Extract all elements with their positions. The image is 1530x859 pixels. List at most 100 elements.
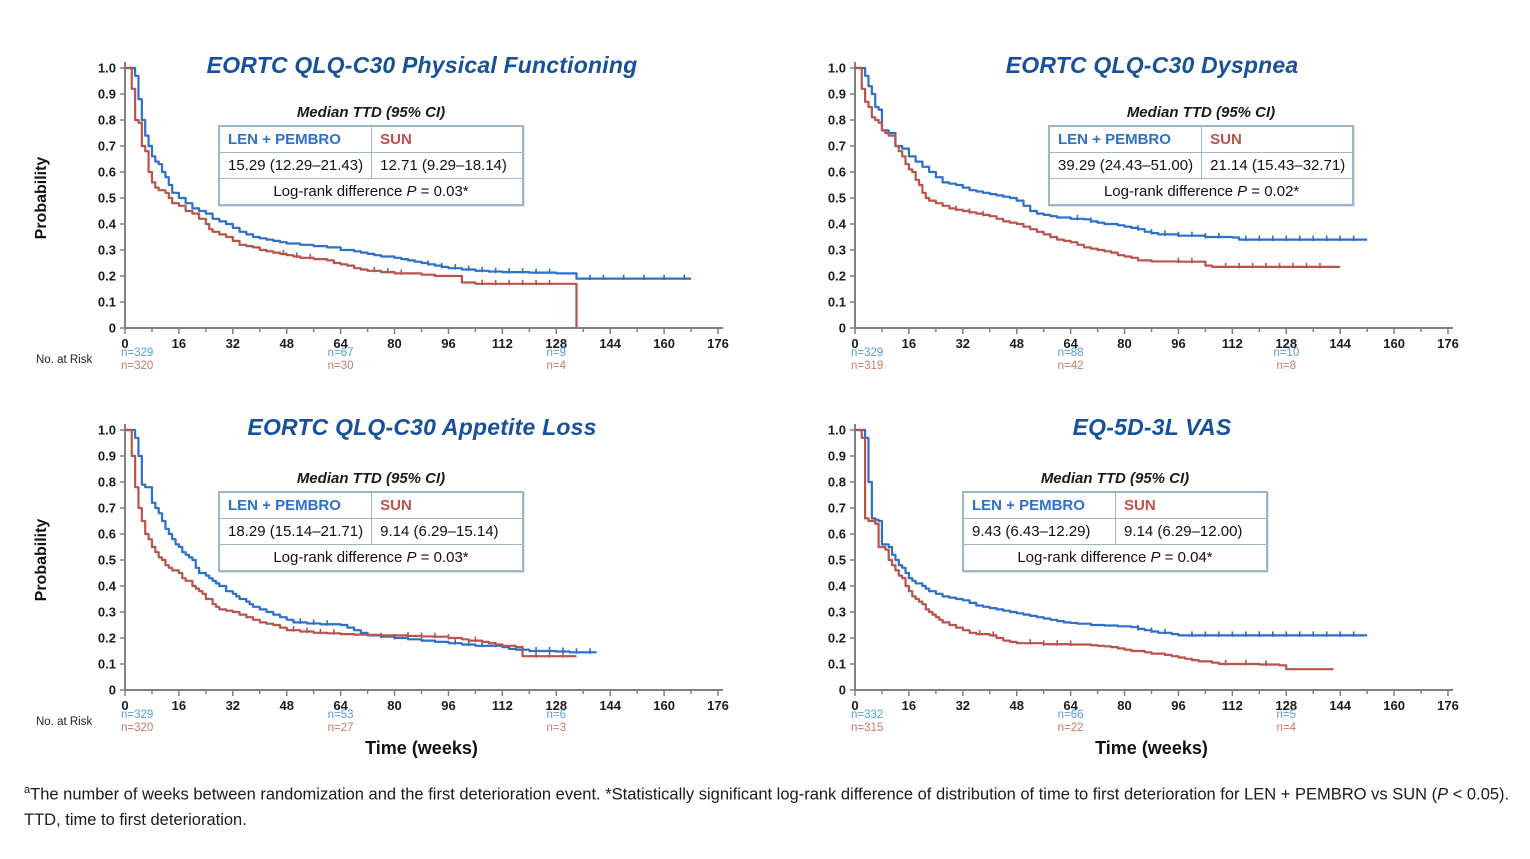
svg-text:0.3: 0.3: [828, 243, 846, 258]
svg-text:0: 0: [839, 683, 846, 698]
sun-header: SUN: [371, 493, 522, 518]
svg-text:0.8: 0.8: [828, 113, 846, 128]
svg-text:0.8: 0.8: [98, 113, 116, 128]
svg-text:n=10: n=10: [1273, 347, 1299, 359]
svg-text:144: 144: [1329, 336, 1351, 351]
svg-text:128: 128: [1275, 698, 1297, 713]
svg-text:0.5: 0.5: [98, 191, 116, 206]
svg-text:0: 0: [109, 321, 116, 336]
svg-text:96: 96: [1171, 336, 1185, 351]
logrank-row: Log-rank difference P = 0.02*: [1050, 178, 1354, 204]
svg-text:n=319: n=319: [851, 360, 883, 372]
svg-text:0.4: 0.4: [828, 217, 847, 232]
svg-text:128: 128: [1275, 336, 1297, 351]
svg-text:80: 80: [387, 336, 401, 351]
svg-text:64: 64: [333, 698, 348, 713]
svg-text:0.2: 0.2: [828, 269, 846, 284]
svg-text:n=320: n=320: [121, 722, 153, 734]
panel-title: EORTC QLQ-C30 Dyspnea: [1005, 52, 1299, 78]
footnote-superscript-a: a: [24, 784, 31, 796]
svg-text:No. at Risk: No. at Risk: [36, 354, 92, 366]
svg-text:176: 176: [707, 336, 729, 351]
svg-text:n=315: n=315: [851, 722, 883, 734]
median-ttd-caption: Median TTD (95% CI): [296, 470, 446, 487]
svg-text:0.9: 0.9: [98, 449, 116, 464]
km-plot-appetite-loss: 0 0.1 0.2 0.3 0.4 0.5 0.6 0.7 0.8 0.9 1.0 0 16 32 48 64…: [33, 423, 729, 759]
footnote: aThe number of weeks between randomizati…: [24, 782, 1512, 834]
sun-header: SUN: [371, 127, 522, 152]
svg-text:n=8: n=8: [1277, 360, 1297, 372]
svg-text:0.9: 0.9: [828, 449, 846, 464]
svg-text:96: 96: [441, 336, 455, 351]
svg-text:Probability: Probability: [33, 157, 50, 240]
len-pembro-header: LEN + PEMBRO: [228, 497, 341, 514]
median-ttd-grid: LEN + PEMBRO SUN 18.29 (15.14–21.71) 9.1…: [218, 491, 524, 572]
panel-appetite-loss: 0 0.1 0.2 0.3 0.4 0.5 0.6 0.7 0.8 0.9 1.0 0 16 32 48 64…: [30, 412, 730, 762]
svg-text:48: 48: [1009, 336, 1023, 351]
svg-text:32: 32: [226, 336, 240, 351]
median-ttd-grid: LEN + PEMBRO SUN 15.29 (12.29–21.43) 12.…: [218, 125, 524, 206]
svg-text:1.0: 1.0: [98, 423, 116, 438]
svg-text:n=4: n=4: [547, 360, 567, 372]
panel-title: EORTC QLQ-C30 Appetite Loss: [247, 414, 597, 440]
median-ttd-table: Median TTD (95% CI) LEN + PEMBRO SUN 39.…: [1048, 104, 1354, 206]
svg-text:64: 64: [333, 336, 348, 351]
panel-title: EQ-5D-3L VAS: [1072, 414, 1232, 440]
len-pembro-median: 18.29 (15.14–21.71): [220, 518, 372, 544]
sun-median: 9.14 (6.29–15.14): [371, 518, 522, 544]
svg-text:n=329: n=329: [121, 347, 153, 359]
median-ttd-caption: Median TTD (95% CI): [296, 104, 446, 121]
svg-text:176: 176: [707, 698, 729, 713]
svg-text:n=332: n=332: [851, 709, 883, 721]
logrank-row: Log-rank difference P = 0.03*: [220, 544, 522, 570]
svg-text:n=329: n=329: [851, 347, 883, 359]
svg-text:0: 0: [121, 698, 128, 713]
svg-text:16: 16: [172, 698, 186, 713]
svg-text:0.8: 0.8: [828, 475, 846, 490]
svg-text:n=88: n=88: [1058, 347, 1084, 359]
svg-text:0.9: 0.9: [98, 87, 116, 102]
sun-header: SUN: [1115, 493, 1266, 518]
svg-text:0.6: 0.6: [98, 527, 116, 542]
svg-text:144: 144: [599, 336, 621, 351]
svg-text:176: 176: [1437, 698, 1459, 713]
footnote-text: The number of weeks between randomizatio…: [30, 785, 1438, 804]
km-plot-eq5d-vas: 0 0.1 0.2 0.3 0.4 0.5 0.6 0.7 0.8 0.9 1.0 0 16 32 48 64…: [828, 423, 1459, 759]
svg-text:0.2: 0.2: [98, 631, 116, 646]
svg-text:32: 32: [956, 336, 970, 351]
svg-text:144: 144: [599, 698, 621, 713]
svg-text:48: 48: [1009, 698, 1023, 713]
len-pembro-median: 15.29 (12.29–21.43): [220, 152, 372, 178]
footnote-p-italic: P: [1437, 785, 1449, 804]
svg-text:0.4: 0.4: [98, 579, 117, 594]
svg-text:32: 32: [226, 698, 240, 713]
svg-text:176: 176: [1437, 336, 1459, 351]
svg-text:32: 32: [956, 698, 970, 713]
svg-text:1.0: 1.0: [828, 423, 846, 438]
svg-text:0: 0: [109, 683, 116, 698]
logrank-row: Log-rank difference P = 0.04*: [964, 544, 1266, 570]
svg-text:n=9: n=9: [547, 347, 567, 359]
svg-text:0.1: 0.1: [828, 657, 846, 672]
svg-text:0.1: 0.1: [98, 657, 116, 672]
svg-text:0.5: 0.5: [828, 191, 846, 206]
median-ttd-table: Median TTD (95% CI) LEN + PEMBRO SUN 15.…: [218, 104, 524, 206]
svg-text:144: 144: [1329, 698, 1351, 713]
svg-text:48: 48: [279, 698, 293, 713]
svg-text:Probability: Probability: [33, 519, 50, 602]
svg-text:16: 16: [902, 336, 916, 351]
svg-text:n=66: n=66: [1058, 709, 1084, 721]
svg-text:160: 160: [653, 336, 675, 351]
svg-text:0.7: 0.7: [828, 139, 846, 154]
svg-text:n=3: n=3: [547, 722, 567, 734]
svg-text:0.4: 0.4: [828, 579, 847, 594]
svg-text:0.6: 0.6: [828, 527, 846, 542]
svg-text:n=22: n=22: [1058, 722, 1084, 734]
svg-text:n=320: n=320: [121, 360, 153, 372]
sun-header: SUN: [1201, 127, 1353, 152]
svg-text:0.5: 0.5: [828, 553, 846, 568]
svg-text:128: 128: [545, 336, 567, 351]
median-ttd-grid: LEN + PEMBRO SUN 9.43 (6.43–12.29) 9.14 …: [962, 491, 1268, 572]
sun-median: 9.14 (6.29–12.00): [1115, 518, 1266, 544]
